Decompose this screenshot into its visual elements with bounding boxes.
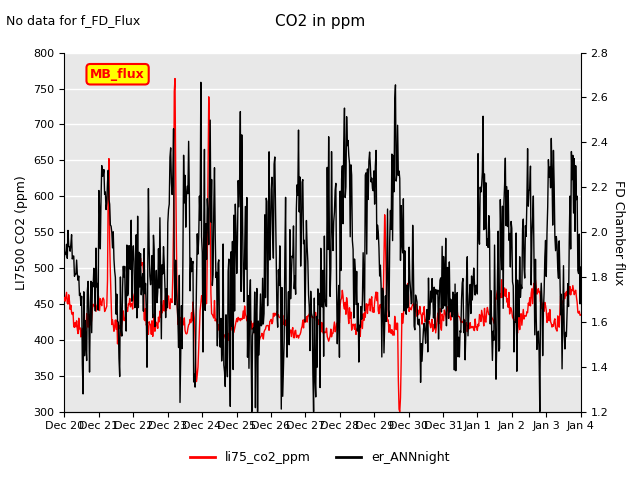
Legend: li75_co2_ppm, er_ANNnight: li75_co2_ppm, er_ANNnight: [186, 446, 454, 469]
Text: No data for f_FD_Flux: No data for f_FD_Flux: [6, 14, 141, 27]
Y-axis label: FD Chamber flux: FD Chamber flux: [612, 180, 625, 285]
Text: CO2 in ppm: CO2 in ppm: [275, 14, 365, 29]
Text: MB_flux: MB_flux: [90, 68, 145, 81]
Y-axis label: LI7500 CO2 (ppm): LI7500 CO2 (ppm): [15, 175, 28, 289]
